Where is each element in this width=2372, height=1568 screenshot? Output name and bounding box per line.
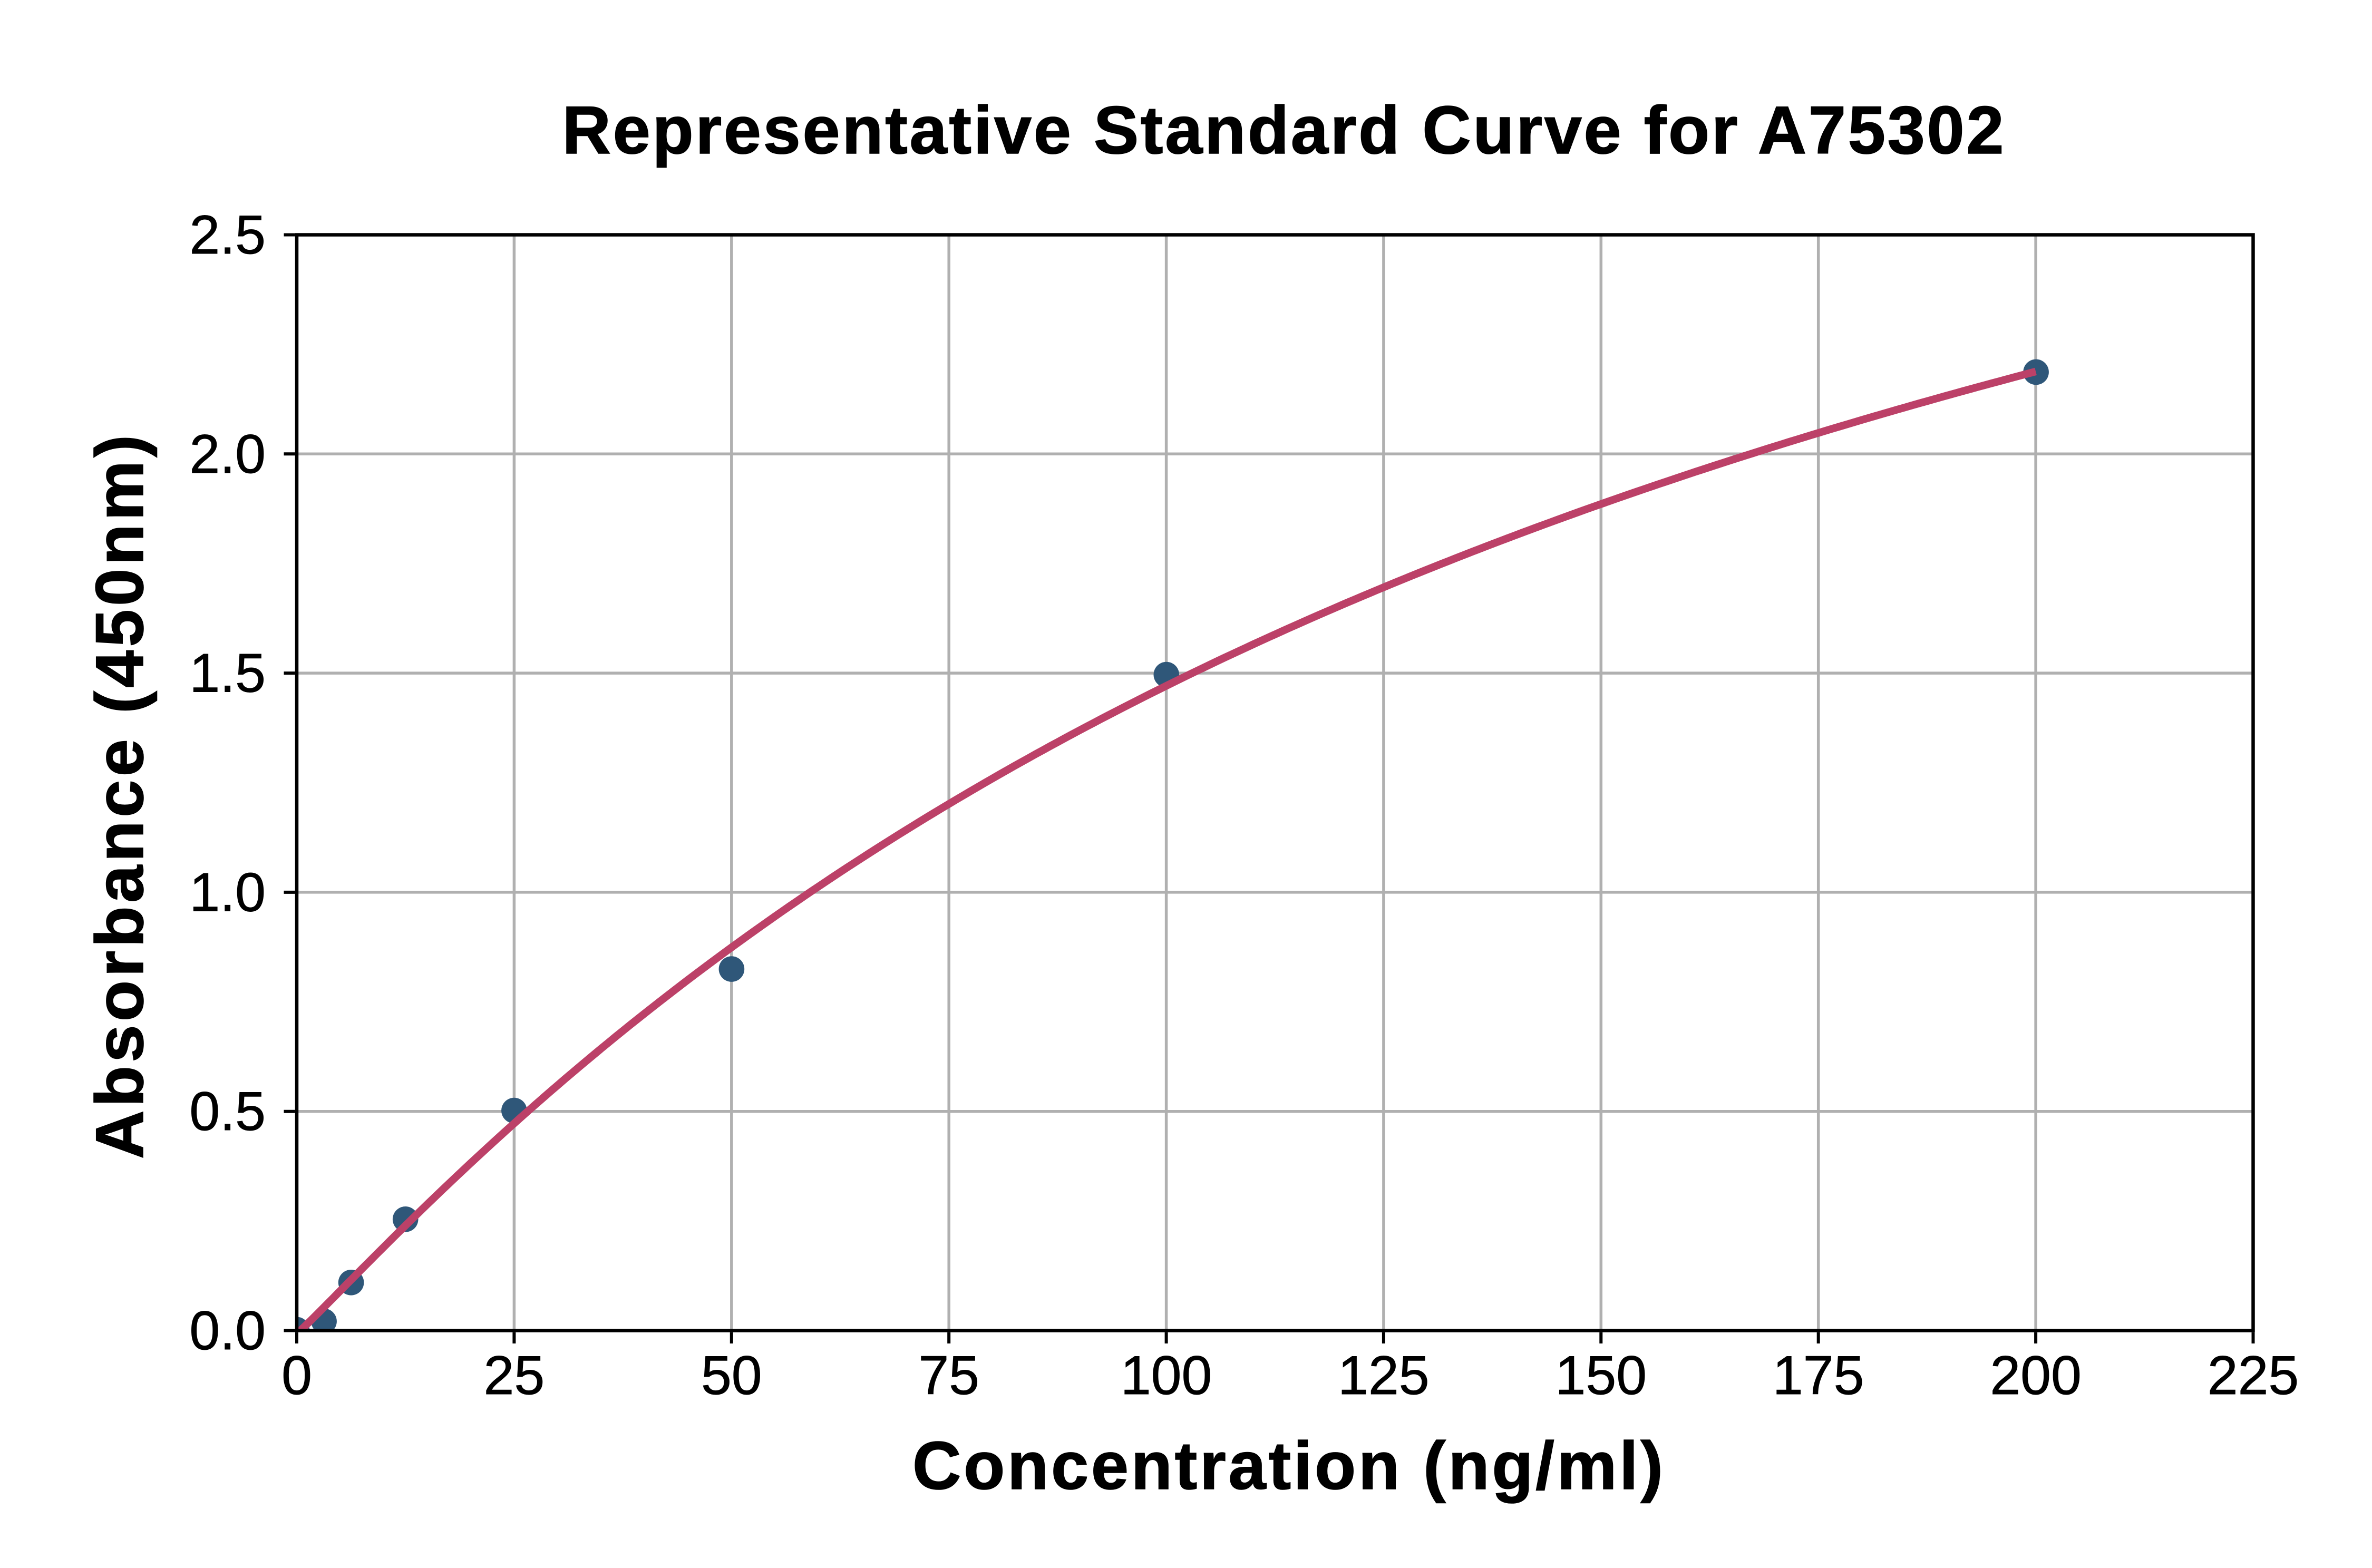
svg-text:200: 200: [1990, 1345, 2082, 1406]
svg-text:1.5: 1.5: [189, 643, 266, 704]
svg-text:0.0: 0.0: [189, 1300, 266, 1361]
svg-text:2.0: 2.0: [189, 424, 266, 485]
svg-text:175: 175: [1773, 1345, 1864, 1406]
svg-text:0: 0: [281, 1345, 312, 1406]
svg-text:100: 100: [1121, 1345, 1212, 1406]
svg-text:50: 50: [701, 1345, 762, 1406]
svg-text:0.5: 0.5: [189, 1081, 266, 1142]
svg-text:25: 25: [484, 1345, 545, 1406]
svg-text:Absorbance (450nm): Absorbance (450nm): [82, 435, 158, 1159]
svg-text:225: 225: [2208, 1345, 2299, 1406]
svg-text:150: 150: [1556, 1345, 1647, 1406]
svg-text:2.5: 2.5: [189, 204, 266, 266]
svg-text:Concentration (ng/ml): Concentration (ng/ml): [912, 1428, 1663, 1504]
svg-text:Representative Standard Curve: Representative Standard Curve for A75302: [562, 93, 2004, 168]
svg-text:1.0: 1.0: [189, 862, 266, 923]
svg-text:125: 125: [1338, 1345, 1430, 1406]
svg-text:75: 75: [918, 1345, 979, 1406]
